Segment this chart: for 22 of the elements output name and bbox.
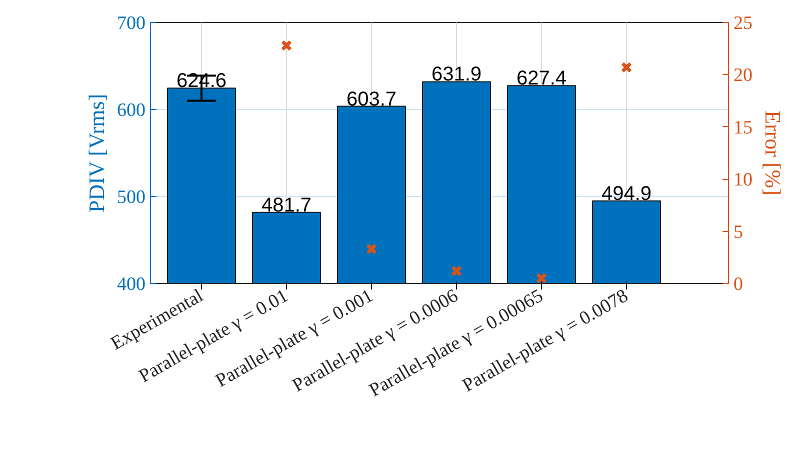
point bbox=[280, 40, 292, 52]
y-tick-label: 700 bbox=[117, 13, 146, 34]
data-label: 494.9 bbox=[601, 182, 652, 205]
y-tick-label: 500 bbox=[117, 187, 146, 208]
point bbox=[536, 272, 548, 284]
y2-tick-label: 10 bbox=[734, 170, 752, 191]
y-tick-label: 600 bbox=[117, 100, 146, 121]
y2-axis-title: Error [%] bbox=[760, 110, 786, 196]
y-tick-label: 400 bbox=[117, 274, 146, 295]
point bbox=[620, 62, 632, 74]
y2-tick-label: 0 bbox=[734, 274, 743, 295]
y2-tick-label: 5 bbox=[734, 222, 743, 243]
y2-tick-label: 20 bbox=[734, 65, 752, 86]
y2-tick-label: 15 bbox=[734, 117, 752, 138]
y-axis-title: PDIV [Vrms] bbox=[84, 94, 109, 213]
data-label: 627.4 bbox=[516, 68, 567, 90]
point bbox=[450, 265, 462, 277]
data-label: 631.9 bbox=[431, 64, 482, 86]
y2-tick-label: 25 bbox=[734, 13, 752, 34]
data-label: 481.7 bbox=[261, 194, 312, 216]
data-label: 603.7 bbox=[346, 88, 397, 110]
point bbox=[366, 243, 378, 255]
